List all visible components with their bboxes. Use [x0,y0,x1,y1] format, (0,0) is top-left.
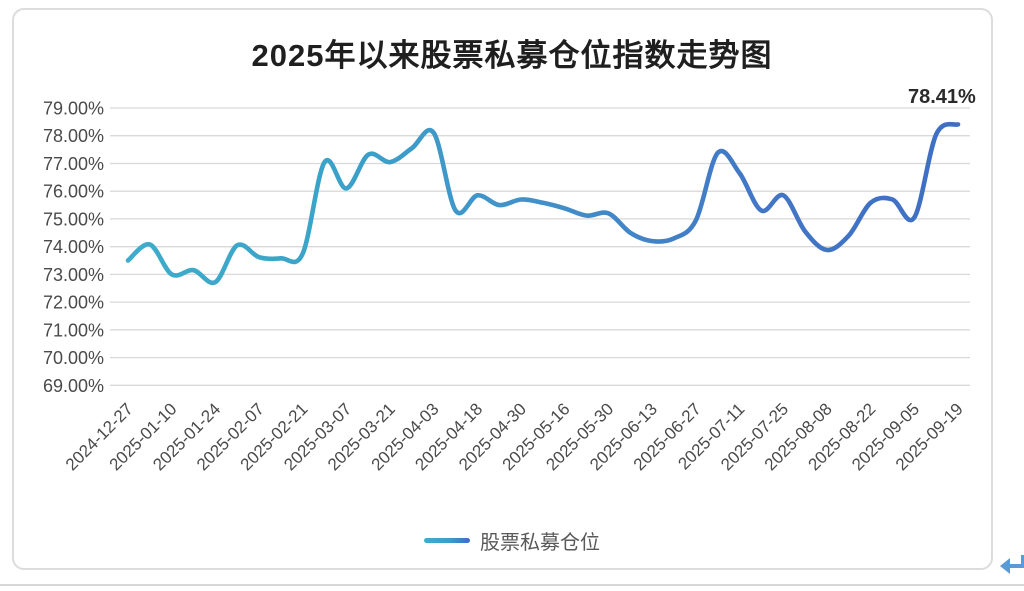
legend-line-swatch [424,538,470,543]
last-point-data-label: 78.41% [908,86,976,108]
chart-legend: 股票私募仓位 [0,526,1024,555]
legend-series-label: 股票私募仓位 [480,532,600,554]
series-line [125,121,961,286]
line-chart-plot-area: 79.00% 78.00% 77.00% 76.00% 75.00% 74.00% 73.0… [43,99,970,474]
y-axis-tick-label: 69.00% [43,376,104,396]
chart-title: 2025年以来股票私募仓位指数走势图 [251,38,773,73]
y-axis-tick-label: 75.00% [43,209,104,229]
return-arrow-icon[interactable] [997,553,1024,577]
y-axis-tick-label: 79.00% [43,99,104,119]
y-axis-tick-label: 76.00% [43,182,104,202]
y-axis-tick-label: 73.00% [43,265,104,285]
y-axis-tick-label: 77.00% [43,154,104,174]
y-axis-tick-label: 71.00% [43,320,104,340]
y-axis-tick-label: 74.00% [43,237,104,257]
page-divider [0,584,1024,586]
chart-frame [12,8,993,570]
y-axis-tick-label: 78.00% [43,126,104,146]
y-axis-tick-label: 70.00% [43,348,104,368]
y-axis-tick-label: 72.00% [43,293,104,313]
